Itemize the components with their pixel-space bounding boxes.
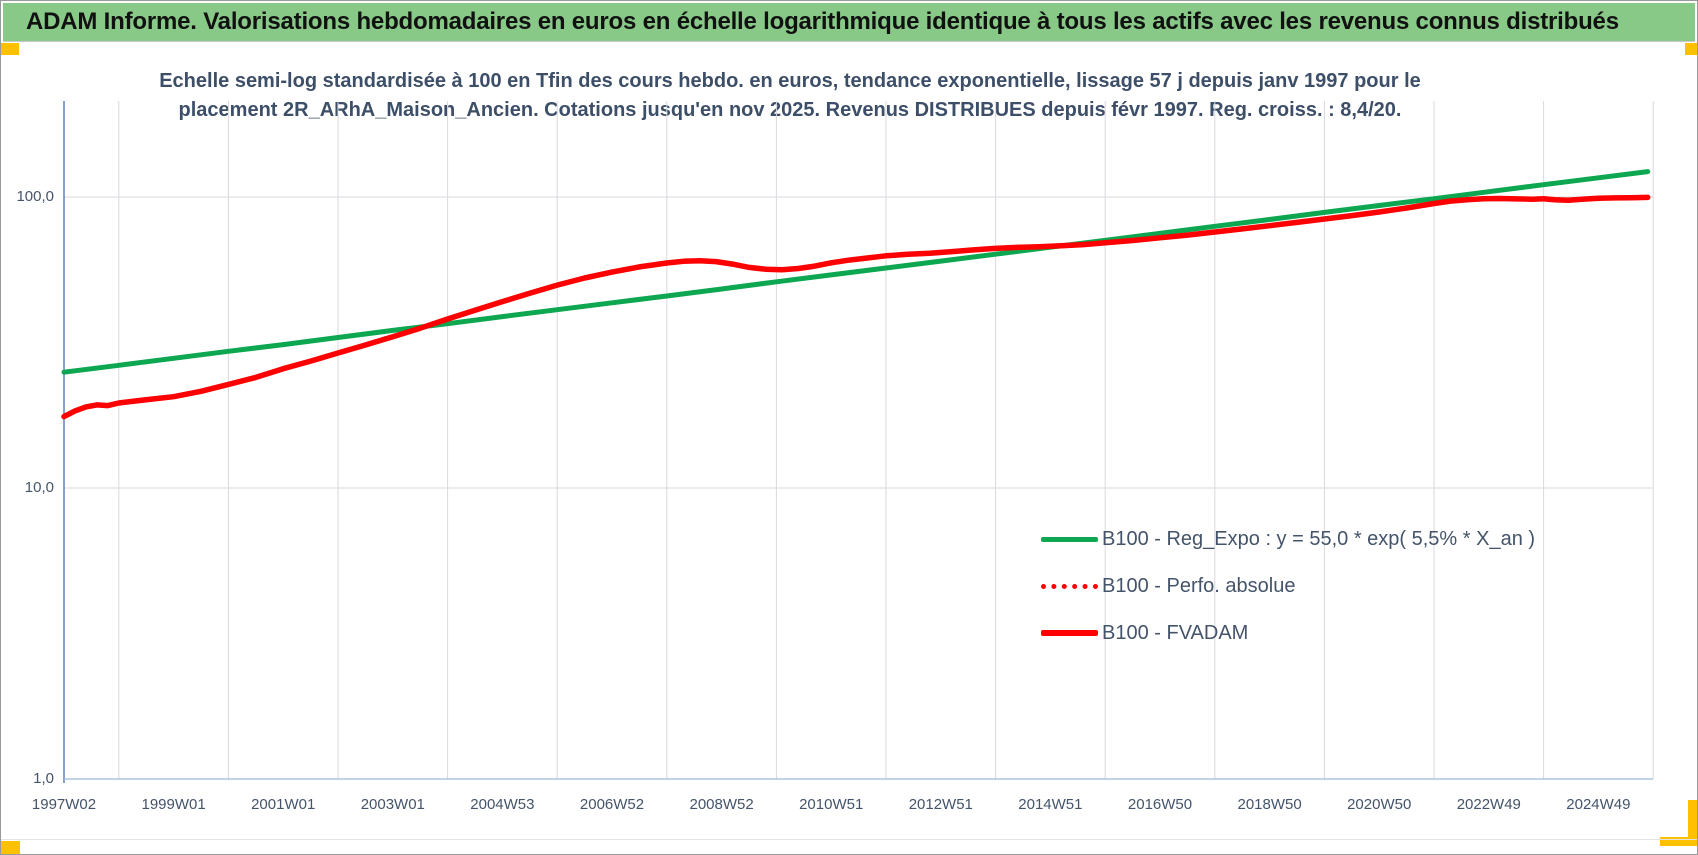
legend-label: B100 - Perfo. absolue [1102, 574, 1296, 597]
chart-legend: B100 - Reg_Expo : y = 55,0 * exp( 5,5% *… [1041, 528, 1535, 644]
chart-title-line2: placement 2R_ARhA_Maison_Ancien. Cotatio… [178, 99, 1402, 121]
x-axis-tick-label: 2008W52 [689, 796, 753, 813]
green-line-swatch [1041, 536, 1098, 542]
series-line-dotted-red [62, 195, 1650, 419]
x-axis-tick-label: 2018W50 [1237, 796, 1301, 813]
legend-label: B100 - FVADAM [1102, 621, 1249, 644]
accent-marker-bottom-right-horizontal [1660, 837, 1697, 846]
legend-item-fvadam: B100 - FVADAM [1041, 622, 1535, 644]
series-line-red [61, 194, 1651, 420]
x-axis-tick-label: 2022W49 [1457, 796, 1521, 813]
x-axis-tick-label: 2001W01 [251, 796, 315, 813]
report-header-title: ADAM Informe. Valorisations hebdomadaire… [26, 8, 1619, 35]
chart-title-line1: Echelle semi-log standardisée à 100 en T… [159, 70, 1421, 92]
y-axis-tick-1: 1,0 [33, 770, 54, 787]
x-axis-tick-label: 2006W52 [580, 796, 644, 813]
legend-item-reg-expo: B100 - Reg_Expo : y = 55,0 * exp( 5,5% *… [1041, 528, 1535, 550]
accent-marker-top-right [1685, 43, 1697, 55]
legend-label: B100 - Reg_Expo : y = 55,0 * exp( 5,5% *… [1102, 527, 1536, 550]
x-axis-tick-label: 2014W51 [1018, 796, 1082, 813]
accent-marker-top-left [1, 43, 19, 55]
x-axis-tick-label: 2003W01 [361, 796, 425, 813]
chart-title: Echelle semi-log standardisée à 100 en T… [1, 67, 1579, 125]
series-line-green [61, 169, 1651, 375]
x-axis-tick-label: 2016W50 [1128, 796, 1192, 813]
x-axis-tick-label: 2024W49 [1566, 796, 1630, 813]
x-axis-tick-label: 1997W02 [32, 796, 96, 813]
y-axis-tick-100: 100,0 [16, 188, 54, 205]
x-axis-tick-label: 2004W53 [470, 796, 534, 813]
red-line-swatch [1041, 630, 1098, 636]
x-axis-tick-label: 1999W01 [141, 796, 205, 813]
y-axis-tick-10: 10,0 [24, 479, 54, 496]
x-axis-tick-label: 2010W51 [799, 796, 863, 813]
x-axis-tick-label: 2012W51 [909, 796, 973, 813]
bottom-divider [1, 839, 1697, 840]
red-dotted-line-swatch [1041, 583, 1098, 589]
x-axis-tick-label: 2020W50 [1347, 796, 1411, 813]
report-header: ADAM Informe. Valorisations hebdomadaire… [3, 3, 1695, 42]
accent-marker-bottom-right-vertical [1688, 800, 1697, 845]
legend-item-perfo-absolue: B100 - Perfo. absolue [1041, 575, 1535, 597]
accent-marker-bottom-left [1, 841, 20, 854]
